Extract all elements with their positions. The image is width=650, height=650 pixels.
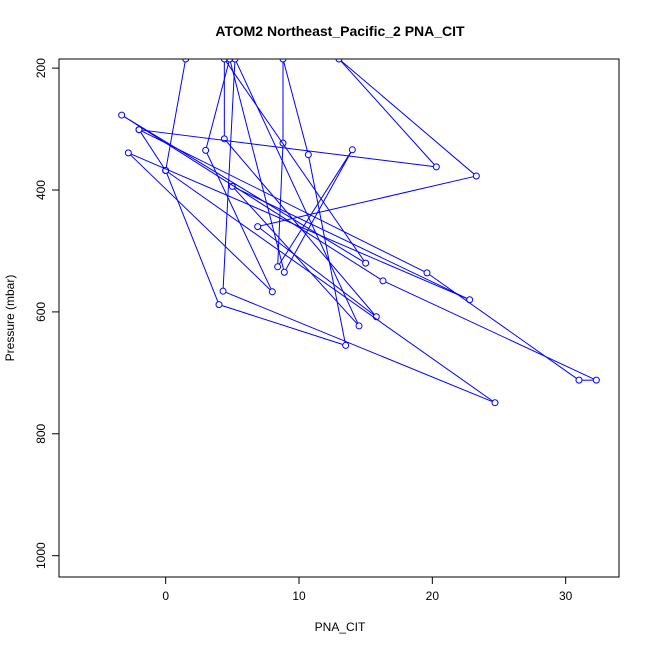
chart-title: ATOM2 Northeast_Pacific_2 PNA_CIT	[215, 23, 465, 39]
data-point	[268, 288, 276, 296]
series-segment	[340, 60, 435, 165]
x-tick-label: 0	[162, 589, 169, 603]
series-segment	[222, 61, 236, 289]
series-segment	[140, 131, 165, 169]
series-segment	[340, 60, 475, 175]
y-tick-label: 400	[34, 180, 48, 200]
data-point	[362, 259, 370, 267]
series-segment	[167, 171, 493, 402]
series-segment	[285, 152, 352, 270]
data-point	[220, 59, 228, 63]
data-point	[220, 135, 228, 143]
y-tick-label: 1000	[34, 542, 48, 569]
data-point	[254, 223, 262, 231]
plot-area: 0 10 20 30 200 400 600 800 1000	[34, 58, 620, 603]
data-point	[162, 167, 170, 175]
data-point	[355, 322, 363, 330]
data-point	[226, 59, 234, 63]
series-segment	[229, 61, 285, 270]
y-axis-title: Pressure (mbar)	[3, 275, 17, 362]
x-tick-label: 10	[292, 589, 306, 603]
data-point	[432, 163, 440, 171]
data-point	[274, 263, 282, 271]
series-segment	[141, 129, 434, 167]
series-segment	[165, 61, 186, 168]
data-point	[279, 139, 287, 147]
series-segment	[283, 61, 309, 152]
series-segment	[234, 187, 468, 299]
series-segment	[429, 274, 577, 379]
series-segment	[385, 281, 594, 380]
series-segment	[225, 291, 493, 403]
data-point	[231, 59, 239, 63]
data-point	[280, 268, 288, 276]
data-point	[228, 182, 236, 190]
y-tick-label: 200	[34, 58, 48, 78]
data-point	[182, 59, 190, 63]
series-segment	[130, 154, 271, 291]
data-point	[423, 269, 431, 277]
series-segment	[260, 176, 474, 227]
data-point	[348, 146, 356, 154]
data-point	[215, 301, 223, 309]
data-point	[472, 172, 480, 180]
series-segment	[278, 152, 352, 265]
series-segment	[166, 173, 219, 302]
series-segment	[221, 305, 343, 345]
x-tick-label: 30	[559, 589, 573, 603]
series-segment	[259, 228, 375, 316]
series-segment	[205, 61, 230, 148]
series-group	[118, 59, 600, 407]
y-tick-label: 600	[34, 302, 48, 322]
x-tick-label: 20	[426, 589, 440, 603]
data-point	[342, 341, 350, 349]
series-segment	[233, 188, 358, 325]
series-segment	[308, 157, 346, 343]
series-segment	[225, 61, 365, 261]
data-point	[304, 151, 312, 159]
data-point	[491, 399, 499, 407]
data-point	[202, 146, 210, 154]
data-point	[466, 296, 474, 304]
data-point	[335, 59, 343, 63]
data-point	[124, 149, 132, 157]
data-point	[592, 376, 600, 384]
x-axis-title: PNA_CIT	[315, 620, 366, 634]
data-point	[118, 111, 126, 119]
y-tick-label: 800	[34, 423, 48, 443]
data-point	[379, 277, 387, 285]
data-point	[219, 287, 227, 295]
series-segment	[141, 130, 425, 273]
data-point	[279, 59, 287, 63]
series-segment	[123, 116, 364, 263]
plot-frame	[58, 58, 620, 578]
data-point	[575, 376, 583, 384]
data-point	[372, 313, 380, 321]
data-point	[135, 126, 143, 134]
